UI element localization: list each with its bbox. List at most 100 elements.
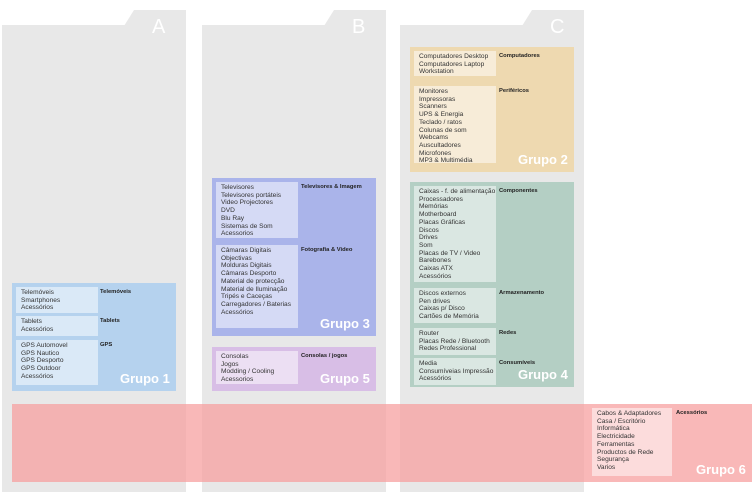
column-letter: A <box>152 16 166 38</box>
list-item: Modding / Cooling <box>221 368 275 376</box>
list-item: Câmaras Digitais <box>221 247 272 254</box>
list-item: Material de Iluminação <box>221 285 288 293</box>
list-item: Telemóveis <box>21 289 54 296</box>
list-item: Acessórios <box>419 272 452 280</box>
list-item: Redes Professional <box>419 345 477 353</box>
section-items: Consolas Jogos Modding / Cooling Acessorios <box>216 351 298 384</box>
group-name: Grupo 4 <box>518 367 568 382</box>
column-tab <box>522 10 584 26</box>
list-item: Ferramentas <box>597 440 635 448</box>
list-item: Workstation <box>419 68 454 76</box>
list-item: Acessórios <box>21 325 54 333</box>
list-item: Acessórios <box>419 375 452 383</box>
list-item: Televisores portáteis <box>221 191 282 199</box>
list-item: Scanners <box>419 103 447 111</box>
list-item: Pen drives <box>419 297 451 305</box>
list-item: Memórias <box>419 203 448 211</box>
list-item: Computadores Desktop <box>419 53 489 60</box>
list-item: Carregadores / Baterias <box>221 300 292 308</box>
list-item: GPS Nautico <box>21 349 60 357</box>
list-item: Electricidade <box>597 433 635 441</box>
list-item: GPS Outdoor <box>21 365 61 373</box>
section-items: Media Consumíveias Impressão Acessórios <box>414 358 496 385</box>
column-tab <box>124 10 186 26</box>
section-items: Câmaras Digitais Objectivas Molduras Digit… <box>216 245 298 328</box>
list-item: Microfones <box>419 149 452 157</box>
list-item: Caixas ATX <box>419 265 453 273</box>
section-items: Computadores Desktop Computadores Laptop W… <box>414 51 496 76</box>
list-item: Discos <box>419 226 439 234</box>
section-category: Periféricos <box>499 88 529 94</box>
list-item: Objectivas <box>221 254 252 262</box>
list-item: Barebones <box>419 257 451 265</box>
group-name: Grupo 6 <box>696 462 746 477</box>
section-category: Redes <box>499 330 517 336</box>
list-item: GPS Desporto <box>21 357 64 365</box>
list-item: Tripés e Caceças <box>221 293 273 301</box>
group-name: Grupo 1 <box>120 371 170 386</box>
section-items: Televisores Televisores portáteis Video Pr… <box>216 182 298 238</box>
list-item: Processadores <box>419 195 463 203</box>
group-name: Grupo 5 <box>320 371 370 386</box>
list-item: Impressoras <box>419 95 456 103</box>
list-item: Monitores <box>419 88 448 95</box>
list-item: Acessorios <box>221 376 254 384</box>
list-item: Consumíveias Impressão <box>419 367 494 375</box>
group-name: Grupo 2 <box>518 152 568 167</box>
section-items: Tablets Acessórios <box>16 316 98 336</box>
list-item: Auscultadores <box>419 141 461 149</box>
section-category: GPS <box>100 342 113 348</box>
list-item: Molduras Digitais <box>221 262 272 270</box>
list-item: Smartphones <box>21 296 61 304</box>
section-category: Tablets <box>100 318 120 324</box>
list-item: Som <box>419 241 433 249</box>
list-item: Segurança <box>597 456 629 464</box>
list-item: Teclado / ratos <box>419 118 462 126</box>
list-item: Router <box>419 330 439 337</box>
list-item: MP3 & Multimédia <box>419 157 473 165</box>
list-item: Jogos <box>221 360 239 368</box>
section-items: Router Placas Rede / Bluetooth Redes Profe… <box>414 328 496 355</box>
list-item: Placas de TV / Video <box>419 249 481 257</box>
list-item: UPS & Energia <box>419 111 464 119</box>
list-item: Cabos & Adaptadores <box>597 410 662 417</box>
list-item: Motherboard <box>419 211 457 219</box>
list-item: Computadores Laptop <box>419 60 485 68</box>
list-item: Webcams <box>419 134 449 142</box>
list-item: Câmaras Desporto <box>221 270 277 278</box>
list-item: Placas Rede / Bluetooth <box>419 337 490 345</box>
list-item: Cartões de Memória <box>419 313 479 321</box>
list-item: GPS Automovel <box>21 342 68 349</box>
list-item: Media <box>419 360 437 367</box>
column-letter: B <box>352 16 366 38</box>
section-category: Computadores <box>499 53 540 59</box>
section-category: Telemóveis <box>100 289 132 295</box>
list-item: Caixas p/ Disco <box>419 305 465 313</box>
section-category: Televisores & Imagem <box>301 184 362 190</box>
section-items: Caixas - f. de alimentação Processadores M… <box>414 186 496 282</box>
section-category: Fotografia & Video <box>301 247 353 253</box>
section-items: Discos externos Pen drives Caixas p/ Disco… <box>414 288 496 323</box>
section-category: Consumíveis <box>499 360 536 366</box>
list-item: Tablets <box>21 318 42 325</box>
list-item: Colunas de som <box>419 126 467 134</box>
list-item: Acessórios <box>221 308 254 316</box>
section-items: Cabos & Adaptadores Casa / Escritório Info… <box>592 408 672 476</box>
section-items: GPS Automovel GPS Nautico GPS Desporto GPS … <box>16 340 98 385</box>
list-item: Acessórios <box>21 304 54 312</box>
list-item: Material de protecção <box>221 277 285 285</box>
column-letter: C <box>550 16 565 38</box>
group-name: Grupo 3 <box>320 316 370 331</box>
list-item: Video Projectores <box>221 199 273 207</box>
section-items: Monitores Impressoras Scanners UPS & Energi… <box>414 86 496 165</box>
section-category: Componentes <box>499 188 538 194</box>
list-item: Casa / Escritório <box>597 417 646 425</box>
section-category: Consolas / jogos <box>301 353 348 359</box>
list-item: Drives <box>419 234 438 242</box>
section-items: Telemóveis Smartphones Acessórios <box>16 287 98 313</box>
list-item: Varios <box>597 463 616 471</box>
section-category: Armazenamento <box>499 290 545 296</box>
list-item: Blu Ray <box>221 214 245 222</box>
section-category: Acessórios <box>676 410 708 416</box>
list-item: Caixas - f. de alimentação <box>419 188 496 195</box>
